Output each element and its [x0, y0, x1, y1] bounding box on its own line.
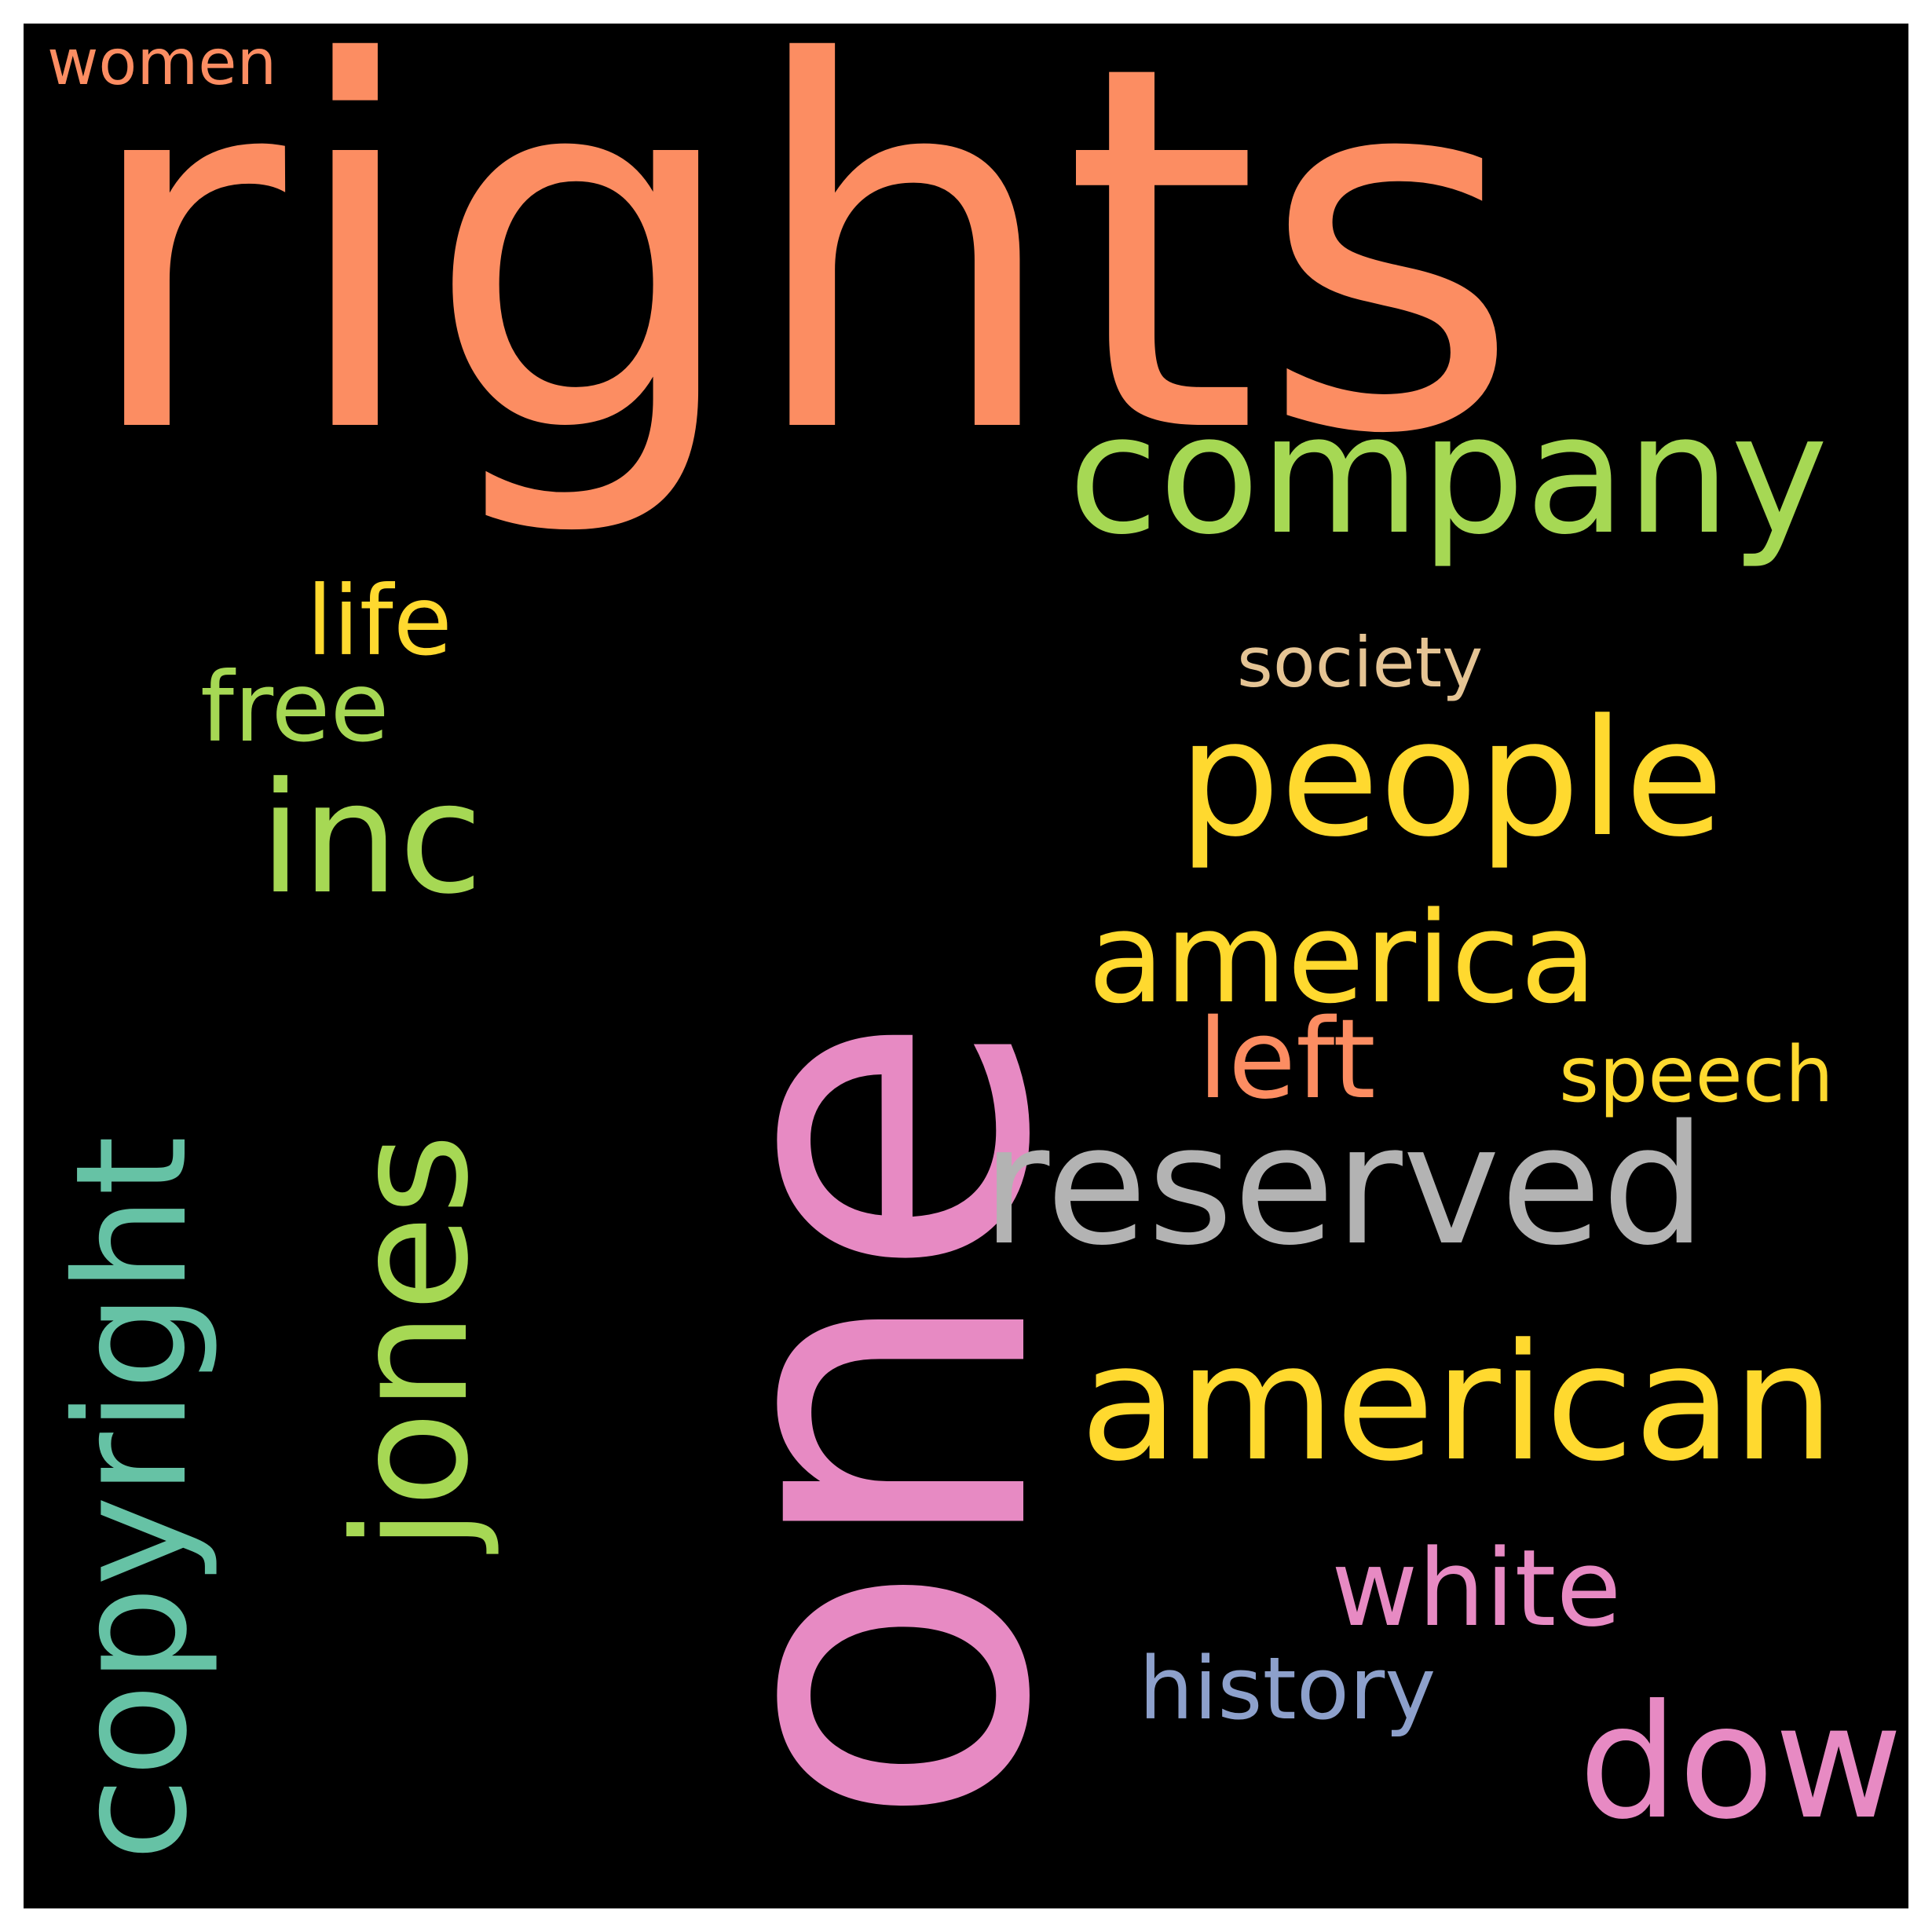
word-copyright: copyright: [42, 1136, 221, 1861]
word-jones: jones: [320, 1133, 503, 1551]
word-people: people: [1178, 686, 1724, 873]
word-america: america: [1088, 884, 1597, 1031]
word-dow: dow: [1579, 1671, 1903, 1854]
word-inc: inc: [259, 749, 483, 928]
word-company: company: [1068, 379, 1828, 571]
word-rights: rights: [79, 24, 1522, 543]
word-white: white: [1331, 1527, 1622, 1650]
word-reserved: reserved: [982, 1089, 1707, 1282]
word-history: history: [1139, 1638, 1436, 1739]
word-american: american: [1080, 1310, 1835, 1497]
word-cloud: rights one company people inc jones copy…: [24, 24, 1908, 1908]
word-life: life: [306, 565, 452, 677]
word-speech: speech: [1559, 1030, 1834, 1120]
word-left: left: [1198, 996, 1376, 1124]
word-women: women: [47, 26, 277, 99]
word-society: society: [1237, 622, 1484, 703]
word-free: free: [200, 652, 390, 763]
